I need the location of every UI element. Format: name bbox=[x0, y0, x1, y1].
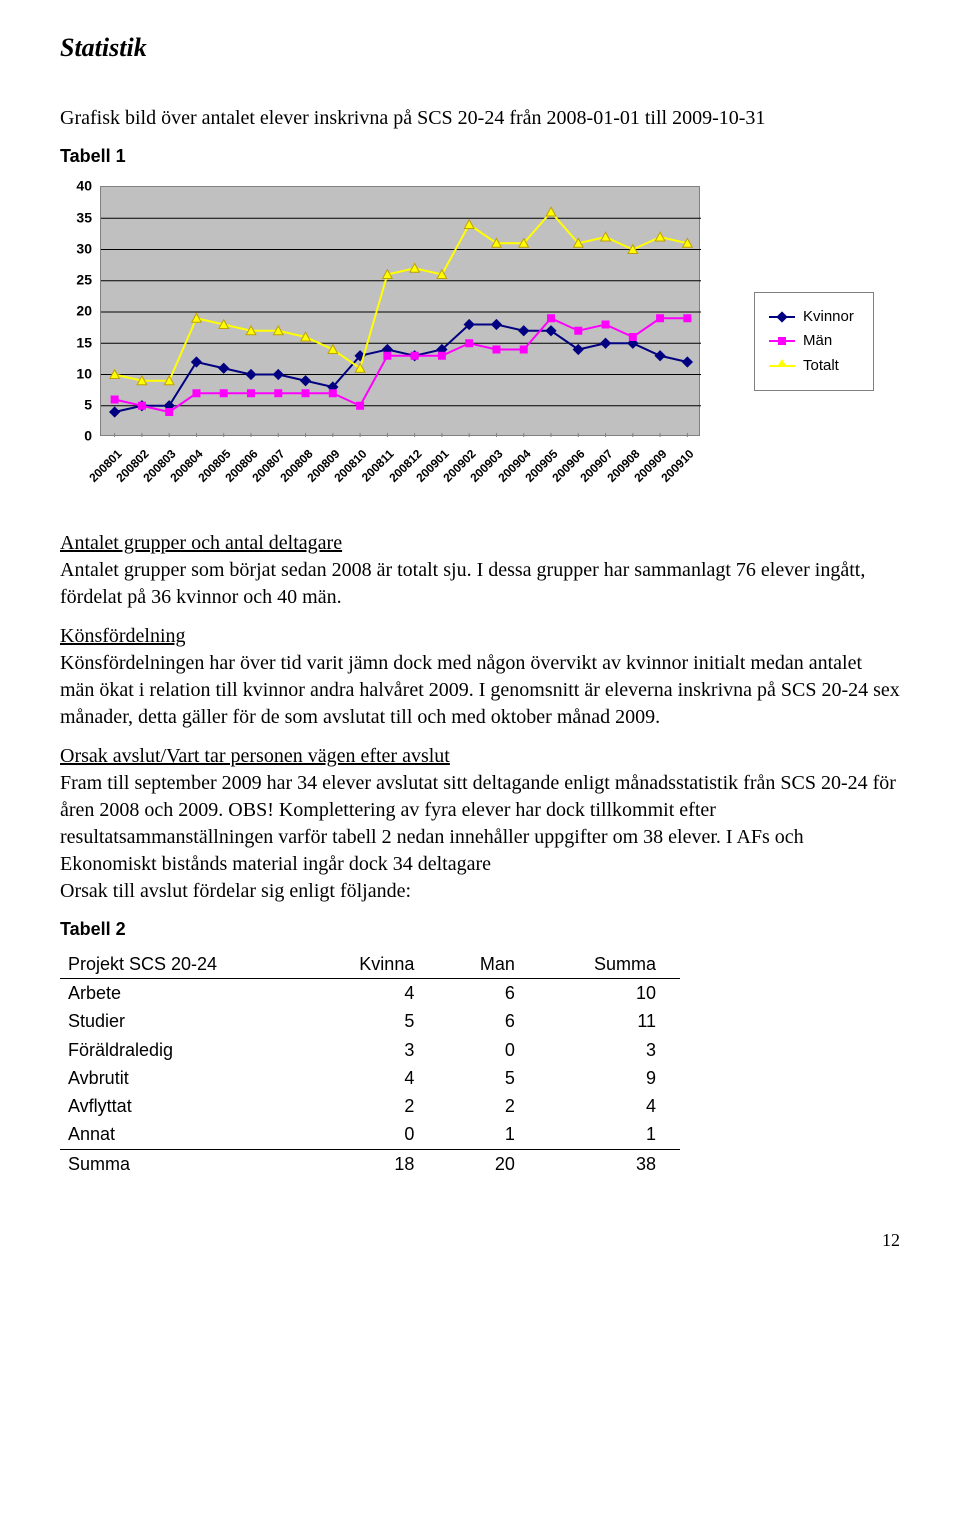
intro-text: Grafisk bild över antalet elever inskriv… bbox=[60, 105, 900, 132]
table-row: Studier5611 bbox=[60, 1007, 680, 1035]
table2-cell: Avbrutit bbox=[60, 1064, 308, 1092]
table2-cell: 6 bbox=[438, 1007, 539, 1035]
section-a-head: Antalet grupper och antal deltagare bbox=[60, 532, 342, 554]
table2-sum-cell: 38 bbox=[539, 1149, 680, 1178]
table-row: Arbete4610 bbox=[60, 978, 680, 1007]
section-c: Orsak avslut/Vart tar personen vägen eft… bbox=[60, 743, 900, 905]
table2-cell: 5 bbox=[308, 1007, 439, 1035]
y-tick-label: 20 bbox=[76, 302, 92, 321]
y-tick-label: 35 bbox=[76, 208, 92, 227]
table2-cell: 2 bbox=[308, 1092, 439, 1120]
table2-header-cell: Summa bbox=[539, 950, 680, 979]
section-c-head: Orsak avslut/Vart tar personen vägen eft… bbox=[60, 745, 450, 767]
section-c-body: Fram till september 2009 har 34 elever a… bbox=[60, 772, 896, 875]
y-tick-label: 0 bbox=[84, 427, 92, 446]
legend-label-kvinnor: Kvinnor bbox=[803, 307, 854, 327]
chart: 0 5 10 15 20 25 30 35 40 20080120080220080320080… bbox=[60, 176, 740, 506]
legend-item-kvinnor: Kvinnor bbox=[769, 307, 859, 327]
table2-cell: 4 bbox=[539, 1092, 680, 1120]
table-row: Föräldraledig303 bbox=[60, 1036, 680, 1064]
table2-cell: 1 bbox=[539, 1120, 680, 1149]
table2-cell: 5 bbox=[438, 1064, 539, 1092]
y-tick-label: 25 bbox=[76, 271, 92, 290]
table2-cell: 1 bbox=[438, 1120, 539, 1149]
table2-sum-cell: Summa bbox=[60, 1149, 308, 1178]
legend-item-man: Män bbox=[769, 331, 859, 351]
table2-header-cell: Kvinna bbox=[308, 950, 439, 979]
table2-cell: Avflyttat bbox=[60, 1092, 308, 1120]
table2-sum-cell: 20 bbox=[438, 1149, 539, 1178]
diamond-icon bbox=[776, 311, 787, 322]
table2: Projekt SCS 20-24KvinnaManSummaArbete461… bbox=[60, 950, 680, 1178]
plot-area bbox=[100, 186, 700, 436]
table2-cell: 11 bbox=[539, 1007, 680, 1035]
table2-cell: 3 bbox=[308, 1036, 439, 1064]
y-tick-label: 10 bbox=[76, 364, 92, 383]
chart-container: 0 5 10 15 20 25 30 35 40 20080120080220080320080… bbox=[60, 176, 900, 506]
table2-cell: Studier bbox=[60, 1007, 308, 1035]
section-c-tail: Orsak till avslut fördelar sig enligt fö… bbox=[60, 880, 411, 902]
legend-line-totalt bbox=[769, 365, 795, 367]
table2-cell: 4 bbox=[308, 978, 439, 1007]
table2-cell: Föräldraledig bbox=[60, 1036, 308, 1064]
table2-cell: Arbete bbox=[60, 978, 308, 1007]
section-b: Könsfördelning Könsfördelningen har över… bbox=[60, 623, 900, 731]
table2-cell: 3 bbox=[539, 1036, 680, 1064]
page-number: 12 bbox=[60, 1228, 900, 1252]
table2-cell: 2 bbox=[438, 1092, 539, 1120]
chart-svg bbox=[101, 187, 701, 437]
legend-item-totalt: Totalt bbox=[769, 356, 859, 376]
section-a-body: Antalet grupper som börjat sedan 2008 är… bbox=[60, 559, 865, 608]
table1-label: Tabell 1 bbox=[60, 144, 900, 168]
table-row: Avflyttat224 bbox=[60, 1092, 680, 1120]
table2-header-cell: Man bbox=[438, 950, 539, 979]
page-title: Statistik bbox=[60, 30, 900, 65]
table2-cell: 6 bbox=[438, 978, 539, 1007]
legend-line-man bbox=[769, 340, 795, 342]
y-axis: 0510152025303540 bbox=[60, 186, 96, 436]
table2-cell: 9 bbox=[539, 1064, 680, 1092]
table2-header-cell: Projekt SCS 20-24 bbox=[60, 950, 308, 979]
table2-cell: 10 bbox=[539, 978, 680, 1007]
table-row: Avbrutit459 bbox=[60, 1064, 680, 1092]
table-row: Annat011 bbox=[60, 1120, 680, 1149]
table2-label: Tabell 2 bbox=[60, 917, 900, 941]
table2-cell: 4 bbox=[308, 1064, 439, 1092]
legend-label-man: Män bbox=[803, 331, 832, 351]
square-icon bbox=[778, 337, 786, 345]
y-tick-label: 15 bbox=[76, 333, 92, 352]
section-a: Antalet grupper och antal deltagare Anta… bbox=[60, 530, 900, 611]
section-b-head: Könsfördelning bbox=[60, 625, 186, 647]
table2-cell: 0 bbox=[308, 1120, 439, 1149]
x-axis: 2008012008022008032008042008052008062008… bbox=[100, 440, 700, 502]
section-b-body: Könsfördelningen har över tid varit jämn… bbox=[60, 652, 900, 728]
y-tick-label: 40 bbox=[76, 177, 92, 196]
legend: Kvinnor Män Totalt bbox=[754, 292, 874, 391]
table2-cell: 0 bbox=[438, 1036, 539, 1064]
table2-cell: Annat bbox=[60, 1120, 308, 1149]
legend-line-kvinnor bbox=[769, 316, 795, 318]
triangle-icon bbox=[777, 359, 787, 367]
y-tick-label: 30 bbox=[76, 239, 92, 258]
y-tick-label: 5 bbox=[84, 396, 92, 415]
table2-sum-cell: 18 bbox=[308, 1149, 439, 1178]
legend-label-totalt: Totalt bbox=[803, 356, 839, 376]
